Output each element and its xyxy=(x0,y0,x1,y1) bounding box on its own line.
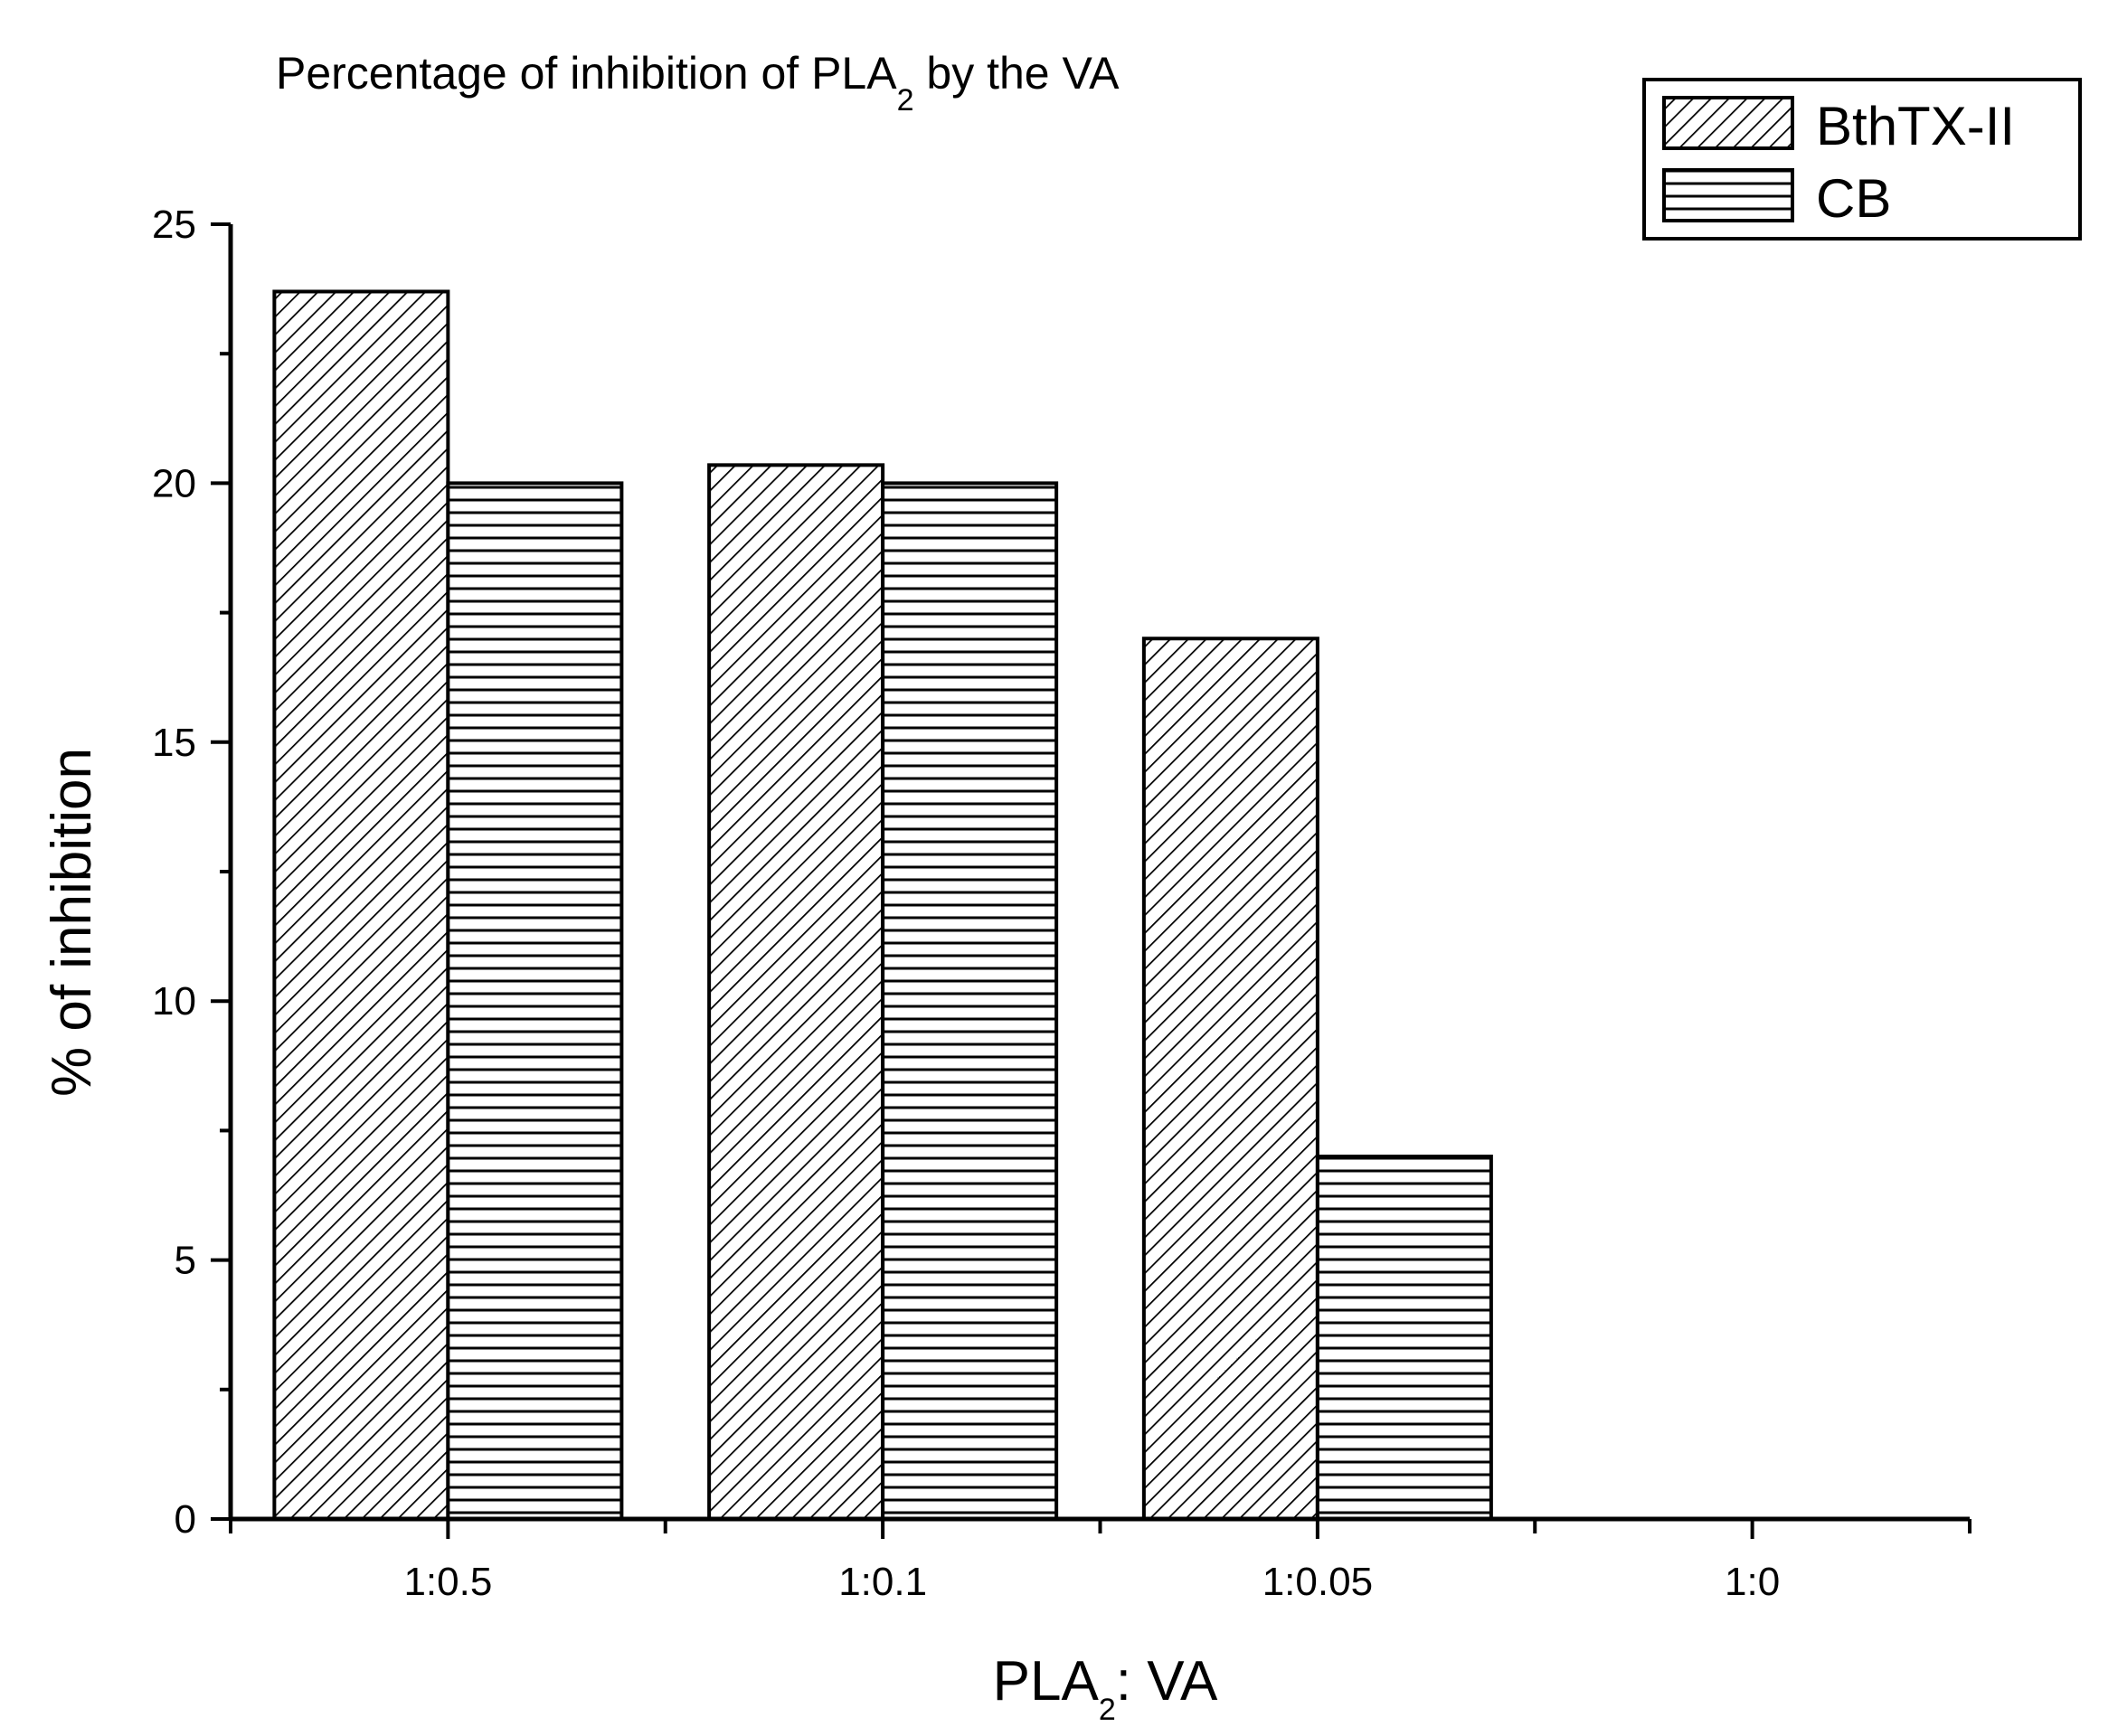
bar-cb-1-0-05 xyxy=(1315,1155,1493,1522)
y-tick-label: 20 xyxy=(152,461,196,505)
x-tick-label-1-0-1: 1:0.1 xyxy=(838,1560,927,1604)
y-tick-label: 25 xyxy=(152,203,196,247)
x-axis-label: PLA2: VA xyxy=(993,1650,1218,1727)
x-axis-label-main: PLA xyxy=(993,1650,1100,1712)
x-tick-label-1-0-05: 1:0.05 xyxy=(1262,1560,1373,1604)
chart-title: Percentage of inhibition of PLA2 by the … xyxy=(276,48,1120,118)
bar-bthtx-ii-1-0-1 xyxy=(707,463,885,1521)
bar-bthtx-ii-1-0-05 xyxy=(1141,637,1319,1521)
x-axis-label-subscript: 2 xyxy=(1099,1693,1116,1727)
x-tick-label-1-0-5: 1:0.5 xyxy=(403,1560,492,1604)
legend-swatch-cb xyxy=(1662,168,1794,222)
y-axis-label: % of inhibition xyxy=(41,748,103,1097)
bars-group xyxy=(272,289,1493,1522)
axes-group: 0 5 10 15 20 25 1:0.5 1:0.1 1:0.05 1:0 xyxy=(152,203,1971,1604)
x-axis-label-suffix: : VA xyxy=(1116,1650,1218,1712)
chart-title-subscript: 2 xyxy=(897,83,914,118)
chart-title-main: Percentage of inhibition of PLA xyxy=(276,48,897,99)
y-tick-label: 0 xyxy=(175,1497,196,1542)
legend-swatch-bththx-ii xyxy=(1662,96,1794,150)
bar-cb-1-0-1 xyxy=(881,481,1059,1521)
legend: BthTX-II CB xyxy=(1642,78,2082,241)
chart-title-suffix: by the VA xyxy=(914,48,1120,99)
bar-cb-1-0-5 xyxy=(446,481,624,1521)
legend-label-cb: CB xyxy=(1816,168,1891,229)
x-tick-label-1-0: 1:0 xyxy=(1725,1560,1780,1604)
y-tick-label: 15 xyxy=(152,721,196,765)
legend-label-bththx-ii: BthTX-II xyxy=(1816,96,2015,156)
y-tick-label: 5 xyxy=(175,1239,196,1283)
y-tick-label: 10 xyxy=(152,979,196,1024)
bar-bthtx-ii-1-0-5 xyxy=(272,289,450,1521)
